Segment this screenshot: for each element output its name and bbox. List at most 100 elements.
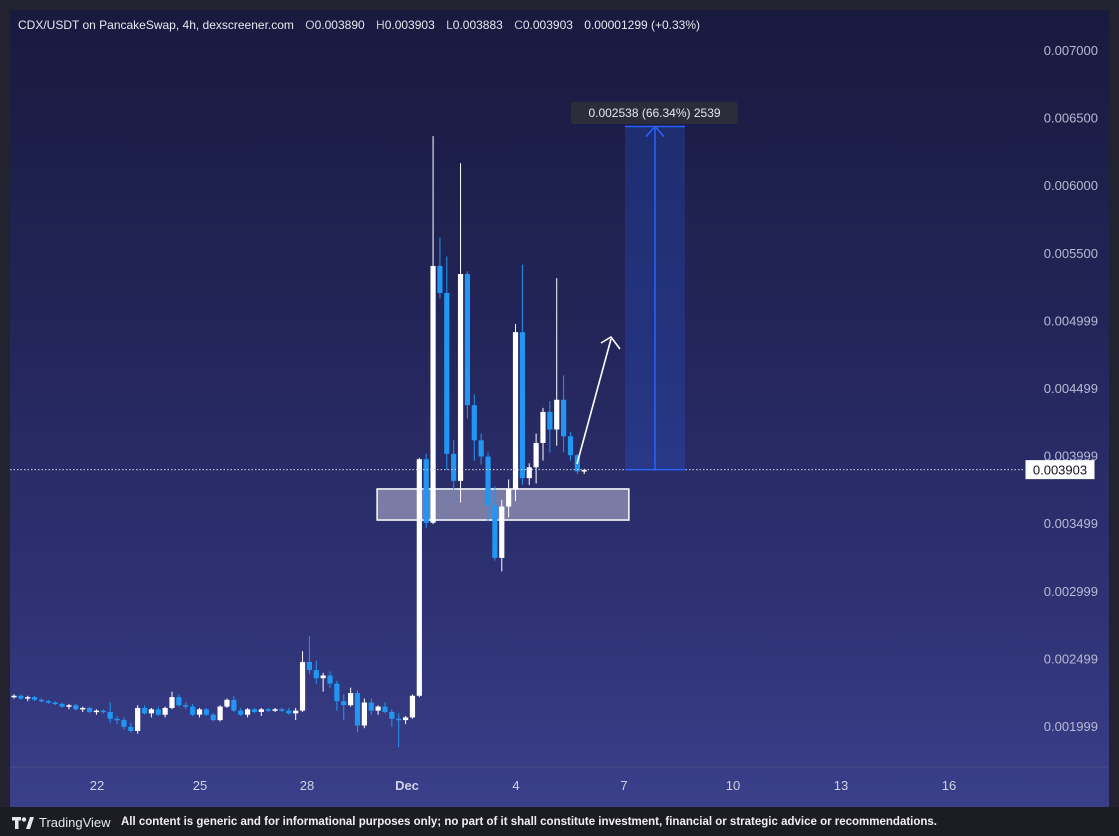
candle-body bbox=[499, 506, 505, 558]
candle-body bbox=[169, 697, 175, 708]
y-tick-label: 0.003999 bbox=[1044, 449, 1098, 464]
candle-body bbox=[66, 705, 72, 707]
candle-body bbox=[451, 453, 457, 481]
last-price-badge bbox=[1025, 460, 1095, 480]
candle-body bbox=[389, 711, 395, 719]
x-tick-label: 4 bbox=[512, 778, 519, 793]
low-label: L bbox=[446, 18, 453, 32]
x-tick-label: 16 bbox=[942, 778, 956, 793]
candle-body bbox=[93, 710, 100, 713]
candle-body bbox=[471, 405, 477, 441]
candle-body bbox=[196, 709, 203, 715]
candle-body bbox=[581, 470, 587, 472]
candle-body bbox=[272, 709, 278, 711]
candle-body bbox=[478, 440, 484, 457]
candle-body bbox=[423, 459, 429, 523]
y-tick-label: 0.005500 bbox=[1044, 246, 1098, 261]
pair-title: CDX/USDT on PancakeSwap, 4h, dexscreener… bbox=[18, 18, 294, 32]
x-tick-label: 7 bbox=[620, 778, 627, 793]
candle-body bbox=[114, 718, 120, 721]
low-value: 0.003883 bbox=[452, 18, 503, 32]
candle-body bbox=[11, 695, 17, 698]
candle-body bbox=[190, 706, 196, 715]
candle-body bbox=[286, 710, 292, 714]
candle-body bbox=[18, 695, 24, 699]
candle-body bbox=[512, 332, 519, 489]
x-tick-label: 28 bbox=[300, 778, 314, 793]
candle-body bbox=[348, 693, 354, 706]
candle-body bbox=[368, 702, 374, 711]
y-tick-label: 0.004999 bbox=[1044, 313, 1098, 328]
candle-body bbox=[25, 697, 31, 699]
candle-body bbox=[155, 709, 161, 715]
price-chart[interactable]: 0.007000 0.006500 0.006000 0.005500 0.004999… bbox=[10, 10, 1109, 807]
candle-body bbox=[416, 459, 422, 696]
tradingview-icon bbox=[12, 816, 34, 829]
candle-body bbox=[217, 706, 223, 721]
candle-body bbox=[547, 411, 553, 430]
candle-body bbox=[485, 456, 491, 506]
disclaimer: All content is generic and for informati… bbox=[121, 816, 938, 828]
candle-body bbox=[334, 683, 340, 702]
candle-body bbox=[361, 702, 367, 726]
candle-body bbox=[299, 661, 306, 711]
x-tick-label: 22 bbox=[90, 778, 104, 793]
candle-body bbox=[100, 710, 106, 713]
candle-body bbox=[45, 701, 51, 703]
candle-body bbox=[251, 709, 258, 712]
candle-body bbox=[341, 701, 347, 706]
y-tick-label: 0.007000 bbox=[1044, 43, 1098, 58]
candle-body bbox=[430, 265, 436, 523]
candle-body bbox=[238, 710, 244, 715]
open-label: O bbox=[305, 18, 315, 32]
trend-arrow-shaft bbox=[576, 338, 612, 465]
projection-label-box bbox=[571, 102, 738, 124]
candle-body bbox=[73, 705, 79, 710]
candle-body bbox=[59, 703, 65, 707]
x-tick-label: Dec bbox=[395, 778, 419, 793]
footer: TradingView All content is generic and f… bbox=[0, 807, 1119, 836]
last-price-label: 0.003903 bbox=[1033, 463, 1087, 478]
candle-body bbox=[38, 699, 45, 702]
y-tick-label: 0.001999 bbox=[1044, 719, 1098, 734]
candle-body bbox=[567, 436, 574, 456]
candle-body bbox=[128, 726, 134, 731]
candle-body bbox=[561, 399, 567, 437]
chart-area[interactable]: 0.007000 0.006500 0.006000 0.005500 0.004999… bbox=[10, 10, 1109, 807]
y-tick-label: 0.002499 bbox=[1044, 651, 1098, 666]
candle-body bbox=[327, 675, 333, 684]
close-label: C bbox=[514, 18, 523, 32]
y-tick-label: 0.002999 bbox=[1044, 584, 1098, 599]
tradingview-logo[interactable]: TradingView bbox=[12, 815, 111, 830]
candle-body bbox=[354, 693, 361, 726]
y-tick-label: 0.006000 bbox=[1044, 178, 1098, 193]
trend-arrow-head bbox=[600, 335, 621, 350]
candle-body bbox=[244, 709, 251, 715]
candle-body bbox=[464, 274, 471, 406]
x-tick-label: 25 bbox=[193, 778, 207, 793]
candle-body bbox=[533, 443, 539, 468]
candle-body bbox=[32, 697, 38, 700]
candle-body bbox=[224, 699, 230, 707]
x-tick-label: 13 bbox=[834, 778, 848, 793]
candle-body bbox=[444, 292, 450, 454]
candle-body bbox=[506, 488, 512, 507]
candle-body bbox=[86, 707, 93, 712]
candle-body bbox=[457, 274, 464, 481]
projection-label: 0.002538 (66.34%) 2539 bbox=[588, 106, 720, 120]
candle-body bbox=[375, 706, 381, 711]
tradingview-label: TradingView bbox=[39, 815, 111, 830]
change-value: 0.00001299 (+0.33%) bbox=[584, 18, 701, 32]
candle-body bbox=[135, 707, 141, 731]
candle-body bbox=[258, 709, 264, 712]
open-value: 0.003890 bbox=[314, 18, 365, 32]
candle-body bbox=[396, 718, 402, 721]
candle-body bbox=[382, 706, 388, 712]
close-value: 0.003903 bbox=[522, 18, 573, 32]
candle-body bbox=[526, 467, 532, 479]
candle-body bbox=[492, 505, 498, 558]
candle-body bbox=[203, 709, 209, 715]
y-tick-label: 0.006500 bbox=[1044, 111, 1098, 126]
chart-header: CDX/USDT on PancakeSwap, 4h, dexscreener… bbox=[18, 18, 700, 32]
